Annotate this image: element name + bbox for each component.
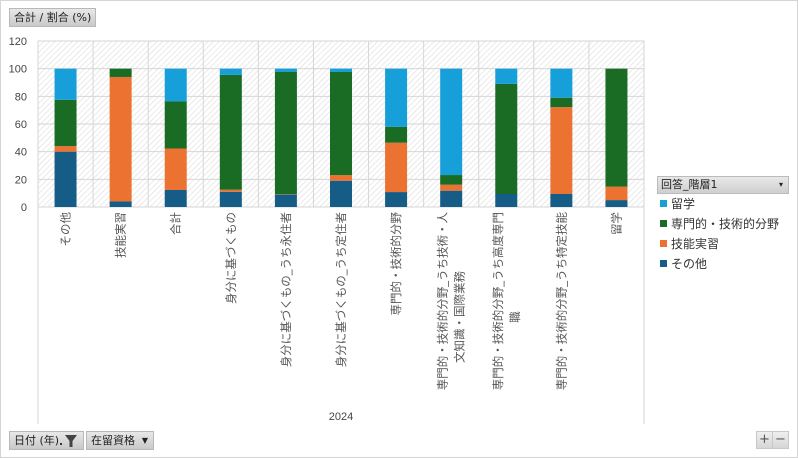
x-tick-label: 専門的・技術的分野_うち高度専門職 xyxy=(491,212,522,390)
legend-field-button[interactable]: 回答_階層1 ▾ xyxy=(657,176,789,194)
bar-segment[interactable] xyxy=(385,192,407,207)
bar-segment[interactable] xyxy=(275,72,297,194)
bar-segment[interactable] xyxy=(165,101,187,148)
x-tick-label-line: 身分に基づくもの xyxy=(224,212,238,304)
chevron-down-icon: ▾ xyxy=(779,177,783,193)
x-tick-label: 身分に基づくもの_うち永住者 xyxy=(279,212,293,367)
bar-segment[interactable] xyxy=(385,143,407,192)
x-tick-label: 専門的・技術的分野_うち特定技能 xyxy=(554,212,568,391)
bar-segment[interactable] xyxy=(55,69,77,100)
zoom-in-button[interactable]: + xyxy=(756,431,773,449)
bar-segment[interactable] xyxy=(605,187,627,200)
bar-segment[interactable] xyxy=(330,72,352,175)
x-tick-label: 留学 xyxy=(609,212,623,235)
x-tick-label-line: 合計 xyxy=(169,212,183,235)
group-label: 2024 xyxy=(329,411,353,423)
bar-segment[interactable] xyxy=(110,69,132,77)
x-tick-label-line: 専門的・技術的分野_うち高度専門 xyxy=(491,212,505,390)
zoom-out-button[interactable]: − xyxy=(772,431,789,449)
y-tick-label: 0 xyxy=(21,202,27,214)
x-tick-label: 合計 xyxy=(169,212,183,235)
legend-label: その他 xyxy=(671,257,707,271)
bar-segment[interactable] xyxy=(330,175,352,181)
bar-segment[interactable] xyxy=(330,181,352,207)
bar-segment[interactable] xyxy=(330,69,352,72)
x-tick-label: 専門的・技術的分野 xyxy=(389,212,403,316)
x-tick-label-line: その他 xyxy=(59,212,73,247)
legend: 回答_階層1 ▾ 留学専門的・技術的分野 技能実習その他 xyxy=(657,176,789,274)
legend-label: 専門的・技術的分野 xyxy=(671,217,779,231)
bar-segment[interactable] xyxy=(440,69,462,175)
y-tick-label: 20 xyxy=(15,174,27,186)
bar-segment[interactable] xyxy=(220,69,242,75)
x-tick-label-line: 技能実習 xyxy=(114,212,128,258)
bar-segment[interactable] xyxy=(495,84,517,194)
bar-segment[interactable] xyxy=(605,200,627,207)
bar-segment[interactable] xyxy=(220,75,242,190)
x-tick-label: その他 xyxy=(59,212,73,247)
x-tick-label: 専門的・技術的分野_うち技術・人 文知識・国際業務 xyxy=(436,212,467,391)
chevron-down-icon: ▼ xyxy=(142,432,148,449)
legend-item[interactable]: 専門的・技術的分野 xyxy=(657,214,789,234)
x-tick-label-line: 職 xyxy=(508,311,522,323)
legend-title: 回答_階層1 xyxy=(661,178,718,191)
x-tick-label-line: 専門的・技術的分野_うち特定技能 xyxy=(554,212,568,391)
bar-segment[interactable] xyxy=(550,98,572,107)
bar-segment[interactable] xyxy=(550,69,572,98)
legend-item[interactable]: その他 xyxy=(657,254,789,274)
bar-segment[interactable] xyxy=(440,191,462,207)
y-tick-label: 120 xyxy=(9,36,27,48)
bar-segment[interactable] xyxy=(275,69,297,72)
x-tick-label-line: 文知識・国際業務 xyxy=(453,271,467,363)
x-tick-label-line: 身分に基づくもの_うち定住者 xyxy=(334,212,348,367)
bar-segment[interactable] xyxy=(110,77,132,202)
bar-segment[interactable] xyxy=(55,100,77,146)
legend-swatch xyxy=(660,240,667,247)
category-field-label: 在留資格 xyxy=(91,434,135,447)
bar-segment[interactable] xyxy=(440,175,462,185)
bar-segment[interactable] xyxy=(165,190,187,207)
x-tick-label-line: 身分に基づくもの_うち永住者 xyxy=(279,212,293,367)
bar-segment[interactable] xyxy=(110,201,132,207)
bar-segment[interactable] xyxy=(440,185,462,191)
bar-segment[interactable] xyxy=(55,152,77,207)
filter-icon xyxy=(60,434,80,448)
bar-segment[interactable] xyxy=(550,194,572,207)
legend-label: 留学 xyxy=(671,197,695,211)
x-tick-label: 身分に基づくもの_うち定住者 xyxy=(334,212,348,367)
bar-segment[interactable] xyxy=(220,192,242,207)
x-tick-label: 身分に基づくもの xyxy=(224,212,238,304)
legend-item[interactable]: 留学 xyxy=(657,194,789,214)
bar-segment[interactable] xyxy=(495,69,517,84)
bar-segment[interactable] xyxy=(605,69,627,187)
bar-segment[interactable] xyxy=(165,148,187,190)
y-tick-label: 80 xyxy=(15,91,27,103)
y-tick-label: 60 xyxy=(15,119,27,131)
bar-segment[interactable] xyxy=(220,190,242,192)
x-tick-label-line: 専門的・技術的分野_うち技術・人 xyxy=(436,212,450,391)
x-tick-label-line: 留学 xyxy=(609,212,623,235)
x-tick-label: 技能実習 xyxy=(114,212,128,258)
date-field-button[interactable]: 日付 (年) xyxy=(9,431,84,450)
bar-segment[interactable] xyxy=(385,127,407,143)
bar-segment[interactable] xyxy=(550,107,572,194)
legend-swatch xyxy=(660,260,667,267)
bar-segment[interactable] xyxy=(165,69,187,102)
legend-swatch xyxy=(660,220,667,227)
y-tick-label: 100 xyxy=(9,64,27,76)
legend-swatch xyxy=(660,200,667,207)
bar-segment[interactable] xyxy=(385,69,407,127)
x-tick-label-line: 専門的・技術的分野 xyxy=(389,212,403,316)
date-field-label: 日付 (年) xyxy=(14,434,59,447)
bar-segment[interactable] xyxy=(275,195,297,207)
bar-segment[interactable] xyxy=(495,194,517,207)
bar-segment[interactable] xyxy=(55,146,77,152)
y-tick-label: 40 xyxy=(15,147,27,159)
legend-label: 技能実習 xyxy=(671,237,719,251)
category-field-button[interactable]: 在留資格 ▼ xyxy=(86,431,154,450)
legend-item[interactable]: 技能実習 xyxy=(657,234,789,254)
